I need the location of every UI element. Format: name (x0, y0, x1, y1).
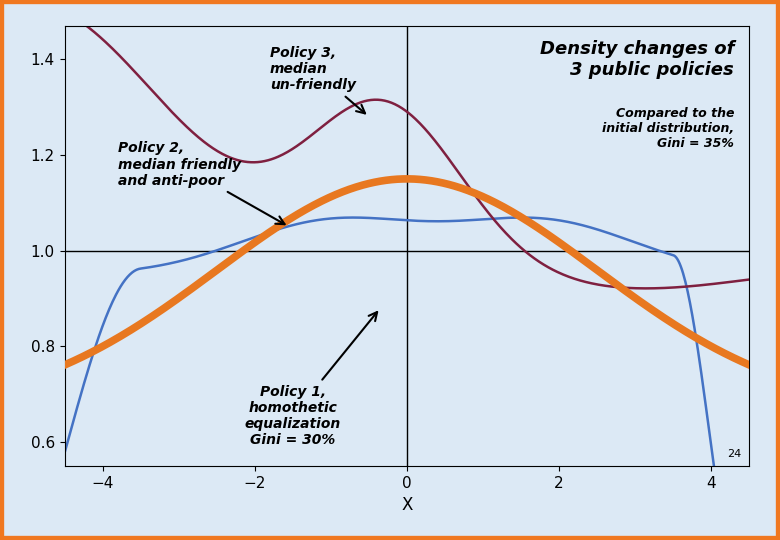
Text: 24: 24 (728, 449, 742, 459)
Text: Density changes of
3 public policies: Density changes of 3 public policies (540, 40, 734, 79)
Text: Compared to the
initial distribution,
Gini = 35%: Compared to the initial distribution, Gi… (602, 107, 734, 150)
X-axis label: X: X (401, 496, 413, 514)
Text: Policy 1,
homothetic
equalization
Gini = 30%: Policy 1, homothetic equalization Gini =… (245, 312, 378, 447)
Text: Policy 3,
median
un-friendly: Policy 3, median un-friendly (270, 46, 365, 113)
Text: Policy 2,
median friendly
and anti-poor: Policy 2, median friendly and anti-poor (118, 141, 285, 224)
